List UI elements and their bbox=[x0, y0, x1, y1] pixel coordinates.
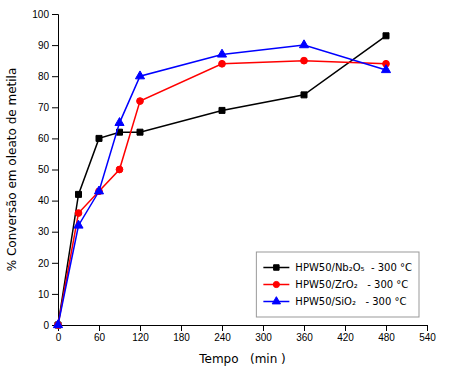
y-tick-mark bbox=[52, 14, 58, 15]
x-tick: 360 bbox=[296, 325, 313, 343]
y-tick: 100 bbox=[32, 9, 58, 20]
y-tick-label: 90 bbox=[38, 40, 50, 51]
x-tick-mark bbox=[181, 325, 182, 331]
series-marker bbox=[53, 320, 62, 328]
y-tick-label: 20 bbox=[38, 258, 50, 269]
legend-item: HPW50/ZrO₂ - 300 °C bbox=[263, 279, 408, 290]
y-tick: 20 bbox=[38, 258, 58, 269]
y-tick-mark bbox=[52, 76, 58, 77]
series-marker bbox=[116, 166, 123, 173]
x-tick: 300 bbox=[255, 325, 272, 343]
series-marker bbox=[115, 118, 124, 126]
legend-label: HPW50/SiO₂ - 300 °C bbox=[295, 296, 406, 307]
legend-marker bbox=[274, 265, 279, 270]
y-tick-mark bbox=[52, 107, 58, 108]
x-tick-label: 480 bbox=[378, 332, 395, 343]
x-tick: 120 bbox=[132, 325, 149, 343]
series-marker bbox=[301, 57, 308, 64]
y-tick-mark bbox=[52, 294, 58, 295]
series-marker bbox=[135, 71, 144, 79]
x-tick: 60 bbox=[94, 325, 106, 343]
y-tick: 70 bbox=[38, 102, 58, 113]
x-tick-mark bbox=[345, 325, 346, 331]
series-marker bbox=[74, 220, 83, 228]
chart: 0 60 120 180 240 300 360 420 480 540 0 10 20 30 40 50 60… bbox=[0, 0, 449, 371]
y-tick-mark bbox=[52, 45, 58, 46]
legend-label: HPW50/Nb₂O₅ - 300 °C bbox=[295, 262, 412, 273]
x-tick-mark bbox=[263, 325, 264, 331]
series-marker bbox=[299, 40, 308, 48]
legend: HPW50/Nb₂O₅ - 300 °C HPW50/ZrO₂ - 300 °C H… bbox=[256, 252, 419, 317]
x-tick: 420 bbox=[337, 325, 354, 343]
y-tick: 10 bbox=[38, 289, 58, 300]
y-tick-label: 80 bbox=[38, 71, 50, 82]
x-tick-label: 180 bbox=[173, 332, 190, 343]
y-tick-label: 40 bbox=[38, 195, 50, 206]
x-tick-mark bbox=[99, 325, 100, 331]
x-tick-mark bbox=[386, 325, 387, 331]
y-tick-label: 0 bbox=[43, 320, 49, 331]
y-tick-label: 10 bbox=[38, 289, 50, 300]
y-tick: 40 bbox=[38, 195, 58, 206]
x-tick-mark bbox=[140, 325, 141, 331]
y-tick-mark bbox=[52, 201, 58, 202]
y-tick-label: 100 bbox=[32, 9, 49, 20]
x-tick-mark bbox=[304, 325, 305, 331]
series-marker bbox=[219, 60, 226, 67]
y-tick-label: 50 bbox=[38, 164, 50, 175]
y-axis-line bbox=[52, 15, 59, 326]
series-marker bbox=[96, 135, 102, 141]
y-tick: 90 bbox=[38, 40, 58, 51]
x-tick-label: 60 bbox=[94, 332, 106, 343]
legend-item: HPW50/Nb₂O₅ - 300 °C bbox=[263, 262, 412, 273]
legend-marker bbox=[273, 281, 279, 287]
x-tick-mark bbox=[222, 325, 223, 331]
legend-frame bbox=[256, 252, 419, 317]
x-axis-line bbox=[59, 326, 428, 332]
legend-label: HPW50/ZrO₂ - 300 °C bbox=[295, 279, 408, 290]
series-marker bbox=[381, 65, 390, 73]
x-axis: 0 60 120 180 240 300 360 420 480 540 bbox=[56, 325, 437, 343]
y-tick-label: 60 bbox=[38, 133, 50, 144]
legend-marker bbox=[272, 297, 280, 304]
x-tick-label: 240 bbox=[214, 332, 231, 343]
x-tick-label: 360 bbox=[296, 332, 313, 343]
x-tick-label: 300 bbox=[255, 332, 272, 343]
series-marker bbox=[301, 92, 307, 98]
y-tick-mark bbox=[52, 170, 58, 171]
y-tick: 50 bbox=[38, 164, 58, 175]
series-marker bbox=[219, 107, 225, 113]
x-tick: 480 bbox=[378, 325, 395, 343]
y-tick: 60 bbox=[38, 133, 58, 144]
x-tick-label: 120 bbox=[132, 332, 149, 343]
series-marker bbox=[94, 186, 103, 194]
y-tick-mark bbox=[52, 138, 58, 139]
y-axis: 0 10 20 30 40 50 60 70 80 90 100 bbox=[32, 9, 58, 331]
x-tick: 240 bbox=[214, 325, 231, 343]
y-tick-label: 70 bbox=[38, 102, 50, 113]
x-tick-label: 420 bbox=[337, 332, 354, 343]
x-tick: 540 bbox=[419, 325, 436, 343]
y-tick-mark bbox=[52, 263, 58, 264]
series-marker bbox=[137, 98, 144, 105]
series-marker bbox=[76, 191, 82, 197]
x-axis-title: Tempo (min ) bbox=[198, 352, 286, 366]
legend-item: HPW50/SiO₂ - 300 °C bbox=[263, 296, 406, 307]
series-marker bbox=[217, 49, 226, 57]
y-tick-label: 30 bbox=[38, 226, 50, 237]
x-tick: 180 bbox=[173, 325, 190, 343]
y-tick-mark bbox=[52, 232, 58, 233]
x-tick-label: 0 bbox=[56, 332, 62, 343]
x-tick-mark bbox=[427, 325, 428, 331]
plot: 0 60 120 180 240 300 360 420 480 540 0 10 20 30 40 50 60… bbox=[32, 9, 436, 343]
y-axis-title: % Conversão em oleato de metila bbox=[5, 68, 19, 272]
series-marker bbox=[383, 33, 389, 39]
series-marker bbox=[75, 210, 82, 217]
y-tick: 80 bbox=[38, 71, 58, 82]
series-marker bbox=[137, 129, 143, 135]
y-tick: 30 bbox=[38, 226, 58, 237]
x-tick-label: 540 bbox=[419, 332, 436, 343]
